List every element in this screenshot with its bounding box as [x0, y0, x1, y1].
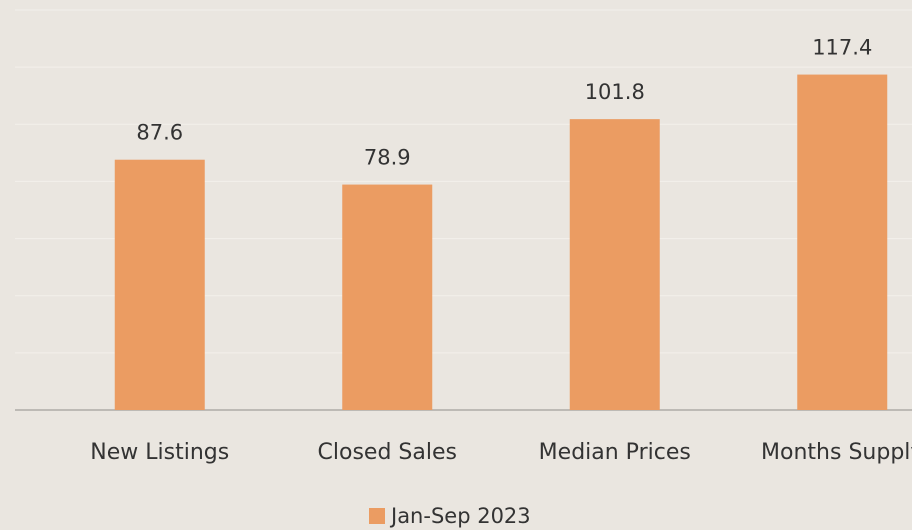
x-tick-label: New Listings — [90, 440, 229, 465]
bar — [569, 119, 660, 411]
x-tick-label: Closed Sales — [318, 440, 457, 465]
bar — [114, 159, 205, 410]
bar — [342, 184, 433, 410]
data-label: 117.4 — [812, 36, 872, 60]
bar — [797, 74, 888, 411]
data-label: 87.6 — [136, 121, 183, 145]
data-label: 78.9 — [364, 146, 411, 170]
legend-label: Jan-Sep 2023 — [389, 504, 531, 528]
x-tick-label: Months Supply — [761, 440, 912, 465]
data-label: 101.8 — [585, 80, 645, 104]
x-tick-label: Median Prices — [539, 440, 691, 465]
legend-swatch — [369, 508, 385, 524]
